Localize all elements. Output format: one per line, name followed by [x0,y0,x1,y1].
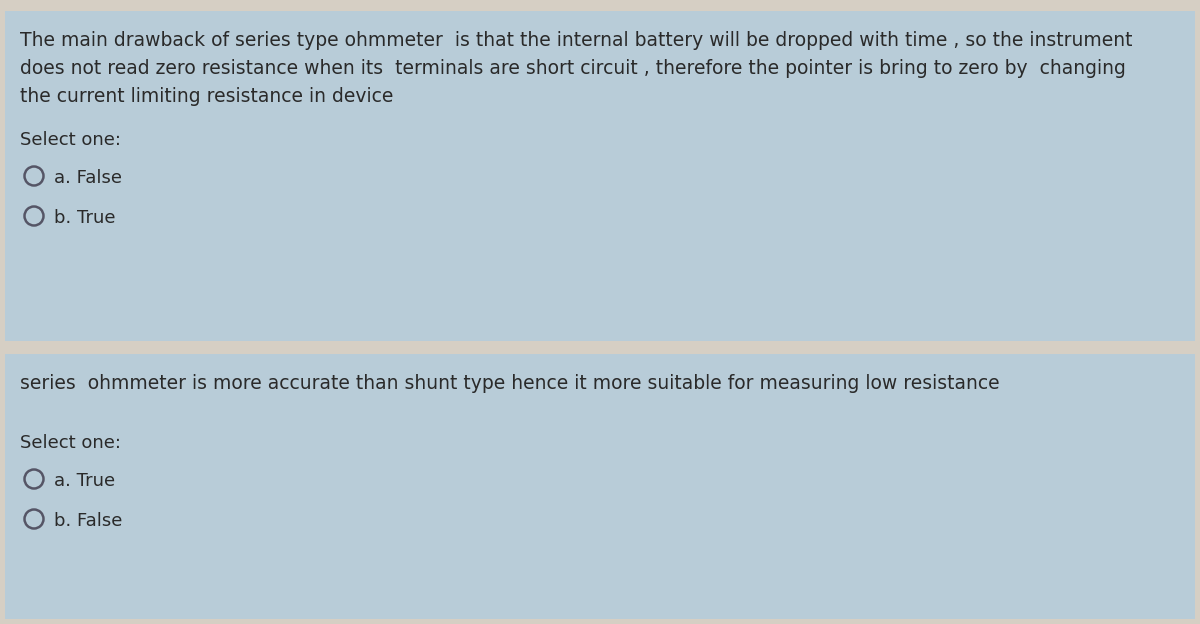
Text: Select one:: Select one: [20,434,121,452]
Text: Select one:: Select one: [20,131,121,149]
Text: a. False: a. False [54,169,122,187]
Text: b. True: b. True [54,209,115,227]
Text: b. False: b. False [54,512,122,530]
Text: the current limiting resistance in device: the current limiting resistance in devic… [20,87,394,106]
Text: a. True: a. True [54,472,115,490]
FancyBboxPatch shape [5,354,1195,619]
Text: series  ohmmeter is more accurate than shunt type hence it more suitable for mea: series ohmmeter is more accurate than sh… [20,374,1000,393]
Text: does not read zero resistance when its  terminals are short circuit , therefore : does not read zero resistance when its t… [20,59,1126,78]
Text: The main drawback of series type ohmmeter  is that the internal battery will be : The main drawback of series type ohmmete… [20,31,1133,50]
FancyBboxPatch shape [5,11,1195,341]
